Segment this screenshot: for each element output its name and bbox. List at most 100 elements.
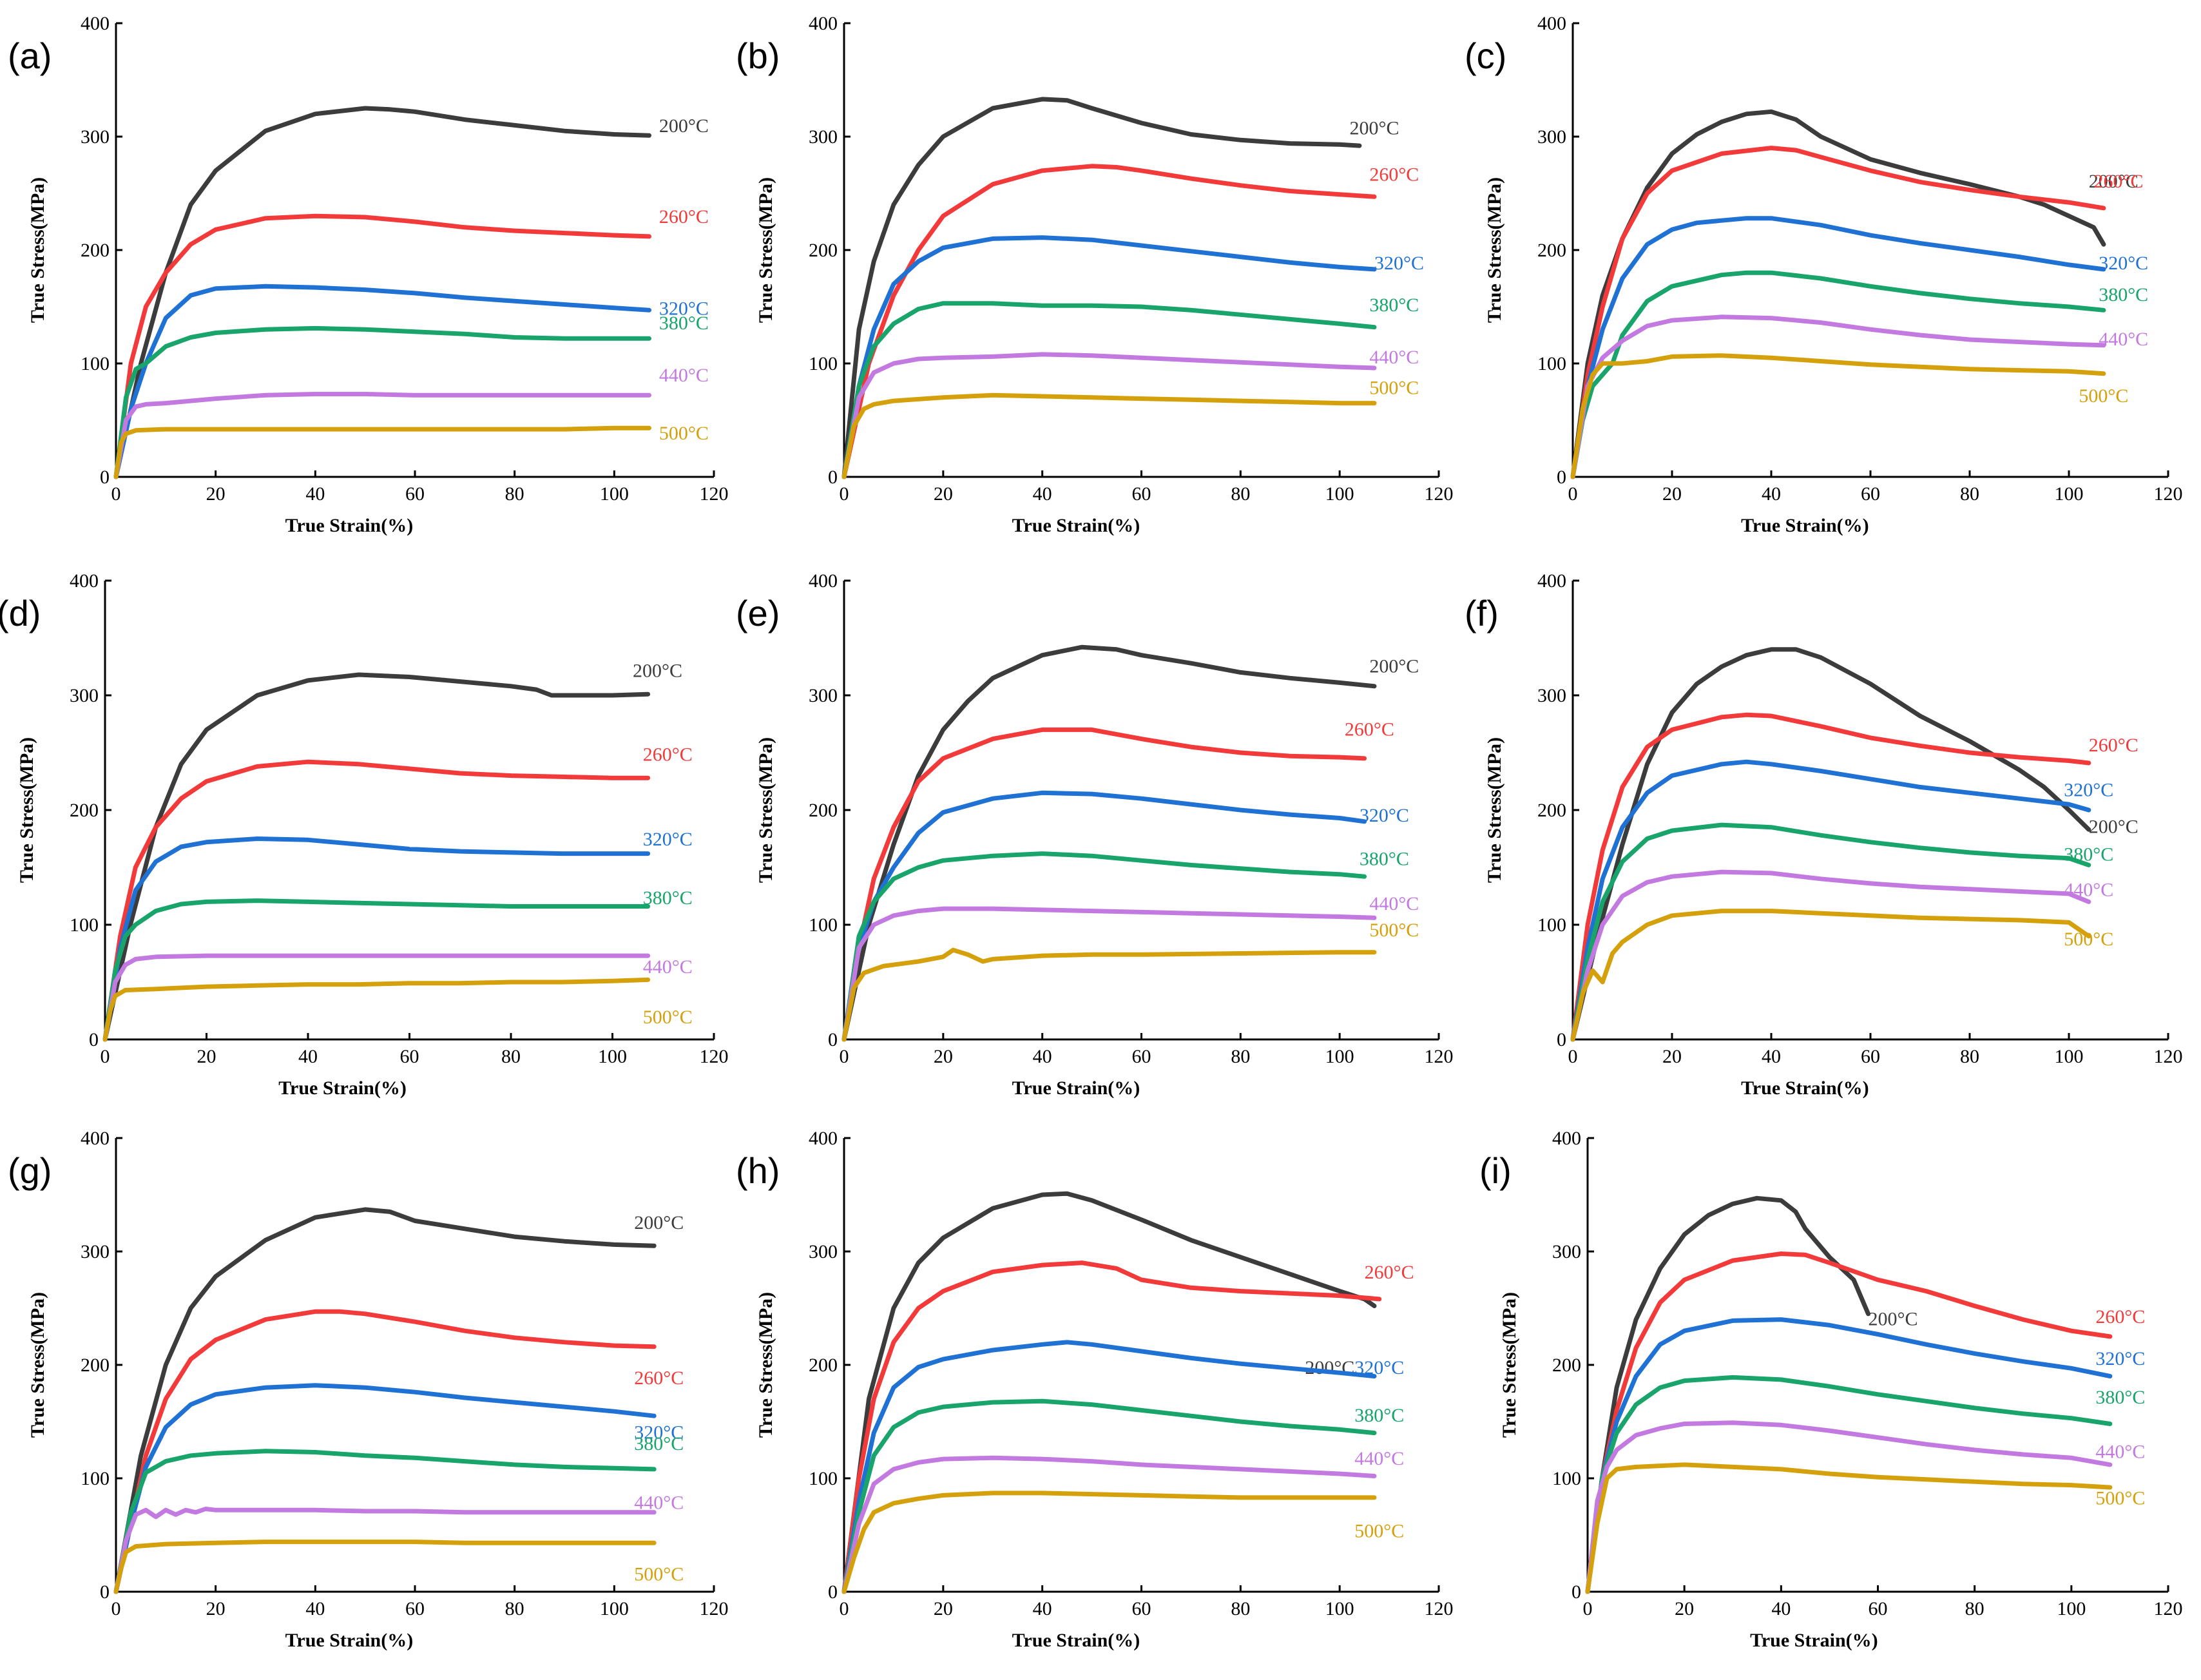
panel-f-series-label: 320°C — [2064, 780, 2113, 801]
panel-g-series-500c — [113, 1540, 657, 1594]
panel-a-series-320c — [113, 284, 651, 479]
panel-h-x-tick-label: 20 — [934, 1598, 953, 1619]
panel-i-y-tick-label: 300 — [1552, 1241, 1581, 1262]
panel-g-series-380c — [113, 1449, 657, 1594]
panel-e-series-260c — [841, 727, 1367, 1042]
panel-b-x-tick-label: 100 — [1325, 483, 1354, 505]
panel-b-series-label: 260°C — [1369, 164, 1419, 186]
panel-c-x-axis-title: True Strain(%) — [1741, 515, 1869, 536]
panel-f-y-tick-label: 0 — [1557, 1029, 1566, 1050]
panel-f-x-tick-label: 100 — [2055, 1046, 2084, 1067]
panel-a-series-label: 380°C — [659, 313, 709, 334]
panel-f-y-tick-label: 300 — [1537, 685, 1566, 706]
panel-e-y-tick-label: 400 — [809, 570, 838, 592]
panel-i-y-tick-label: 0 — [1571, 1581, 1581, 1603]
panel-e-x-tick-label: 0 — [840, 1046, 849, 1067]
panel-h-x-tick-label: 120 — [1425, 1598, 1454, 1619]
panel-g-series-label: 320°C — [634, 1422, 684, 1443]
panel-b-y-axis-title: True Stress(MPa) — [755, 177, 776, 323]
panel-g-x-axis-title: True Strain(%) — [285, 1630, 414, 1651]
panel-d-x-tick-label: 0 — [101, 1046, 110, 1067]
panel-c-series-500c — [1570, 353, 2106, 479]
panel-i-x-tick-label: 20 — [1675, 1598, 1694, 1619]
panel-i-y-tick-label: 100 — [1552, 1468, 1581, 1489]
panel-e-y-tick-label: 200 — [809, 800, 838, 821]
panel-a-series-440c — [113, 392, 651, 479]
panel-b-y-tick-label: 0 — [828, 467, 838, 488]
panel-g-y-tick-label: 400 — [81, 1128, 110, 1149]
panel-b-x-tick-label: 40 — [1033, 483, 1052, 505]
panel-e-series-440c — [841, 906, 1377, 1042]
panel-e-series-500c — [841, 947, 1377, 1042]
panel-a-label: (a) — [8, 35, 52, 76]
panel-e-y-tick-label: 100 — [809, 914, 838, 936]
panel-a-x-tick-label: 60 — [405, 483, 425, 505]
panel-d-series-380c — [102, 898, 651, 1042]
panel-h-y-tick-label: 200 — [809, 1355, 838, 1376]
panel-h-x-tick-label: 0 — [840, 1598, 849, 1619]
panel-e-y-axis-title: True Stress(MPa) — [755, 737, 776, 883]
panel-f-x-axis-title: True Strain(%) — [1741, 1077, 1869, 1099]
panel-f-series-label: 500°C — [2064, 929, 2113, 950]
panel-a-series-label: 320°C — [659, 298, 709, 319]
panel-b-series-label: 500°C — [1369, 378, 1419, 399]
panel-i-y-tick-label: 400 — [1552, 1128, 1581, 1149]
panel-g-x-tick-label: 0 — [111, 1598, 121, 1619]
panel-d-series-260c — [102, 759, 651, 1042]
panel-e-x-tick-label: 40 — [1033, 1046, 1052, 1067]
panel-b-series-label: 380°C — [1369, 294, 1419, 316]
panel-b-label: (b) — [736, 35, 780, 76]
panel-h-y-tick-label: 400 — [809, 1128, 838, 1149]
panel-a-series-label: 260°C — [659, 206, 709, 227]
panel-i-x-tick-label: 80 — [1965, 1598, 1985, 1619]
panel-d-x-tick-label: 80 — [501, 1046, 521, 1067]
panel-f-x-tick-label: 80 — [1960, 1046, 1979, 1067]
panel-h-series-380c — [841, 1398, 1377, 1594]
panel-a-y-tick-label: 100 — [81, 353, 110, 374]
panel-a-y-tick-label: 0 — [100, 467, 110, 488]
panel-h-series-label: 320°C — [1354, 1357, 1404, 1378]
panel-d-label: (d) — [0, 593, 41, 633]
panel-i-x-axis-title: True Strain(%) — [1750, 1630, 1878, 1651]
panel-g-y-tick-label: 100 — [81, 1468, 110, 1489]
panel-g-x-tick-label: 60 — [405, 1598, 425, 1619]
panel-a-series-label: 200°C — [659, 115, 709, 137]
panel-e-series-label: 260°C — [1345, 719, 1394, 740]
panel-a-x-tick-label: 20 — [206, 483, 226, 505]
panel-a-y-axis-title: True Stress(MPa) — [27, 177, 48, 323]
panel-i-series-label: 260°C — [2095, 1306, 2145, 1328]
panel-g-series-320c — [113, 1383, 657, 1594]
panel-i-series-label: 440°C — [2095, 1441, 2145, 1462]
panel-a-series-label: 440°C — [659, 365, 709, 386]
panel-c-y-tick-label: 400 — [1537, 13, 1566, 34]
panel-f-x-tick-label: 40 — [1762, 1046, 1781, 1067]
panel-i-label: (i) — [1479, 1150, 1512, 1191]
panel-b-y-tick-label: 300 — [809, 126, 838, 148]
panel-h-series-label: 500°C — [1354, 1521, 1404, 1542]
panel-i-y-axis-title: True Stress(MPa) — [1499, 1292, 1520, 1438]
panel-i-x-tick-label: 40 — [1771, 1598, 1791, 1619]
panel-i-series-320c — [1585, 1317, 2113, 1594]
panel-f-series-440c — [1570, 869, 2091, 1042]
panel-a-x-tick-label: 100 — [600, 483, 629, 505]
panel-d-series-200c — [102, 672, 651, 1042]
panel-c-y-tick-label: 200 — [1537, 240, 1566, 261]
panel-d-y-tick-label: 100 — [70, 914, 99, 936]
panel-b-series-200c — [841, 97, 1362, 479]
panel-c-x-tick-label: 40 — [1762, 483, 1781, 505]
panel-d-x-tick-label: 100 — [598, 1046, 627, 1067]
panel-d-y-tick-label: 200 — [70, 800, 99, 821]
panel-i-series-440c — [1585, 1420, 2113, 1594]
panel-g-y-tick-label: 300 — [81, 1241, 110, 1262]
panel-d-y-axis-title: True Stress(MPa) — [16, 737, 37, 883]
panel-a-series-380c — [113, 325, 651, 479]
panel-b-x-tick-label: 60 — [1132, 483, 1151, 505]
panel-h-series-label: 260°C — [1365, 1262, 1414, 1283]
panel-c-x-tick-label: 80 — [1960, 483, 1979, 505]
panel-e-label: (e) — [736, 593, 780, 633]
panel-a-x-tick-label: 80 — [505, 483, 524, 505]
panel-h-x-tick-label: 60 — [1132, 1598, 1151, 1619]
panel-c-series-label: 260°C — [2094, 171, 2144, 192]
panel-b-series-label: 200°C — [1350, 117, 1399, 139]
